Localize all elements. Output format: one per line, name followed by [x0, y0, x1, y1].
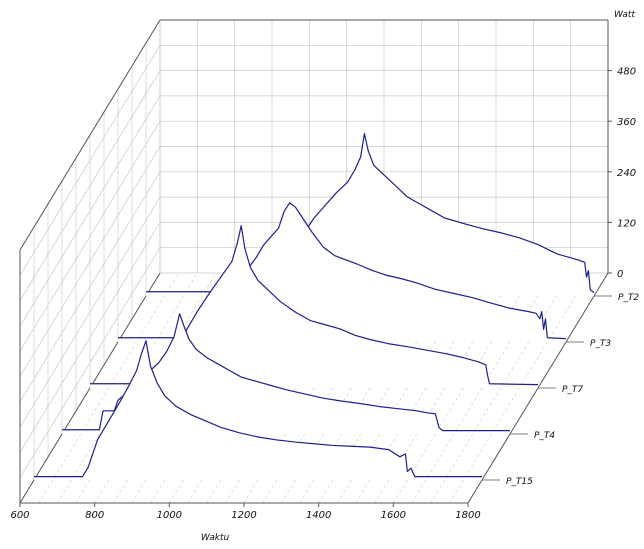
x-tick-label: 600: [10, 510, 29, 521]
x-tick-label: 1600: [381, 510, 406, 521]
x-tick-label: 1000: [157, 510, 182, 521]
x-tick-label: 1200: [231, 510, 256, 521]
series-label: P_T7: [562, 385, 583, 395]
x-tick-label: 800: [85, 510, 104, 521]
series-line-p-t7: [90, 225, 539, 386]
series-occluder: [34, 340, 482, 480]
series-label: P_T15: [506, 477, 533, 487]
z-tick-label: 120: [617, 218, 636, 229]
series-layer: [34, 133, 595, 480]
z-tick-label: 360: [617, 117, 636, 128]
series-label: P_T4: [534, 431, 555, 441]
z-tick-label: 240: [617, 168, 636, 179]
frame-edge: [19, 19, 161, 251]
x-axis-title: Waktu: [201, 533, 230, 543]
series-line-p-t15: [34, 340, 482, 478]
x-tick-label: 1800: [455, 510, 480, 521]
series-label: P_T2: [618, 293, 639, 303]
z-axis-title: Watt: [614, 10, 635, 20]
z-tick-label: 480: [617, 67, 636, 78]
series-line-p-t3: [118, 202, 567, 340]
series-line-p-t2: [146, 133, 595, 294]
x-tick-label: 1400: [306, 510, 331, 521]
series-occluder: [146, 133, 594, 296]
label-layer: 600 800 1000 1200 1400 1600 1800 Waktu 0 120 240 36…: [10, 10, 639, 543]
series-occluder: [90, 225, 538, 388]
z-tick-label: 0: [617, 269, 623, 280]
series-label: P_T3: [590, 339, 611, 349]
